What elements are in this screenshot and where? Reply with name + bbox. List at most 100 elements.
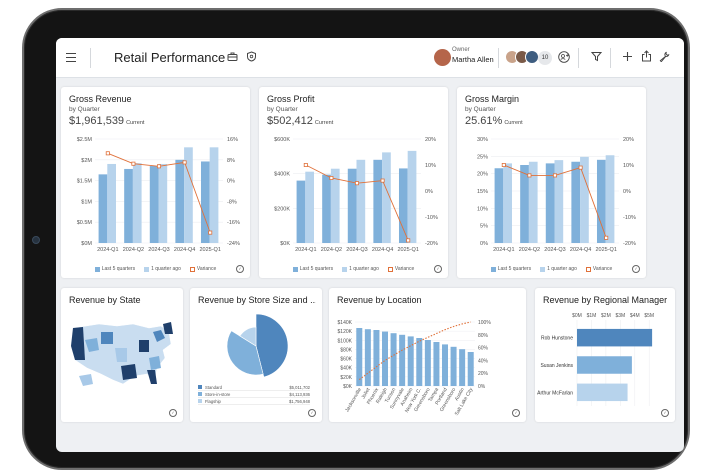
bar — [132, 163, 142, 243]
kpi-value: $1,961,539 Current — [69, 115, 145, 127]
x-tick-label: 2025-Q1 — [199, 247, 220, 253]
y-tick-label: $400K — [274, 172, 290, 178]
certified-icon[interactable]: ✓ — [434, 265, 442, 273]
certified-icon[interactable]: ✓ — [661, 409, 669, 417]
y-tick-label: $20K — [340, 375, 352, 381]
legend-swatch-icon — [144, 266, 150, 272]
y-tick-label: $0.5M — [77, 220, 93, 226]
variance-point — [208, 230, 213, 235]
variance-point — [553, 173, 558, 178]
legend-swatch-icon — [198, 384, 202, 389]
wrench-icon[interactable] — [659, 51, 670, 62]
y2-tick-label: -10% — [425, 215, 438, 221]
card-title: Gross Profit — [267, 94, 315, 104]
legend-swatch-icon — [189, 266, 195, 272]
tablet-frame: Retail Performance Owner Martha Allen 10 — [22, 8, 690, 470]
y2-tick-label: -10% — [623, 215, 636, 221]
certified-icon[interactable]: ✓ — [169, 409, 177, 417]
revenue-by-location-card[interactable]: Revenue by Location $0K $20K $40K $60K $80K $… — [329, 288, 526, 422]
legend-swatch-icon — [585, 266, 591, 272]
y-tick-label: Susan Jenkins — [540, 363, 573, 369]
bar — [322, 174, 331, 243]
bar — [107, 163, 116, 243]
certified-icon[interactable]: ✓ — [308, 409, 316, 417]
variance-point — [157, 164, 162, 169]
bar — [124, 168, 133, 243]
y2-tick-label: 80% — [478, 333, 489, 339]
y2-tick-label: 16% — [227, 137, 238, 143]
pie-legend: Standard $5,011,702 Store-in-store $4,113,… — [198, 384, 310, 405]
pie-slice — [255, 313, 289, 378]
bar — [399, 334, 406, 386]
top-bar: Retail Performance Owner Martha Allen 10 — [56, 38, 684, 78]
collaborator-count[interactable]: 10 — [538, 51, 552, 65]
bar — [347, 168, 357, 243]
bar — [577, 356, 632, 374]
card-subtitle: by Quarter — [465, 106, 496, 113]
x-tick-label: 2024-Q3 — [544, 247, 565, 253]
chart-legend: Last 5 quarters 1 quarter ago Variance — [457, 266, 646, 272]
card-title: Revenue by Regional Manager — [543, 295, 668, 305]
x-tick-label: 2024-Q2 — [123, 247, 144, 253]
y2-tick-label: -16% — [227, 220, 240, 226]
add-user-icon[interactable] — [558, 51, 570, 63]
plus-icon[interactable] — [622, 51, 633, 62]
x-tick-label: 2024-Q4 — [174, 247, 195, 253]
y2-tick-label: -24% — [227, 241, 240, 247]
bar — [364, 329, 371, 386]
bar — [545, 163, 555, 243]
y2-tick-label: 0% — [227, 179, 235, 185]
x-tick-label: 2025-Q1 — [397, 247, 418, 253]
bar — [433, 342, 440, 386]
bar — [467, 352, 474, 386]
legend-swatch-icon — [292, 266, 298, 272]
briefcase-icon[interactable] — [227, 51, 238, 62]
y-tick-label: $2M — [81, 158, 92, 164]
menu-icon[interactable] — [66, 53, 76, 62]
owner-avatar[interactable] — [434, 49, 451, 66]
variance-point — [182, 160, 187, 165]
gross-revenue-card[interactable]: Gross Revenue by Quarter $1,961,539 Curre… — [61, 87, 250, 278]
shield-icon[interactable] — [246, 51, 257, 62]
bar — [577, 328, 653, 347]
gross-margin-card[interactable]: Gross Margin by Quarter 25.61% Current 0%… — [457, 87, 646, 278]
filter-icon[interactable] — [591, 51, 602, 62]
revenue-by-manager-card[interactable]: Revenue by Regional Manager $0M $1M $2M $3M… — [535, 288, 675, 422]
variance-point — [501, 163, 506, 168]
card-title: Revenue by Store Size and ... — [198, 295, 316, 305]
y2-tick-label: 20% — [425, 137, 436, 143]
y-tick-label: 15% — [477, 189, 488, 195]
y2-tick-label: 60% — [478, 346, 489, 352]
bar — [605, 155, 615, 243]
revenue-by-store-card[interactable]: Revenue by Store Size and ... Standard $5… — [190, 288, 322, 422]
variance-point — [355, 181, 360, 186]
bar — [520, 165, 529, 243]
certified-icon[interactable]: ✓ — [512, 409, 520, 417]
app-screen: Retail Performance Owner Martha Allen 10 — [56, 38, 684, 452]
chart-legend: Last 5 quarters 1 quarter ago Variance — [259, 266, 448, 272]
variance-point — [329, 176, 334, 181]
variance-point — [303, 163, 308, 168]
location-chart: $0K $20K $40K $60K $80K $100K $120K $140K 0% 20% 4… — [338, 320, 492, 417]
certified-icon[interactable]: ✓ — [236, 265, 244, 273]
variance-point — [105, 151, 110, 156]
card-subtitle: by Quarter — [69, 106, 100, 113]
revenue-by-state-card[interactable]: Revenue by State ✓ — [61, 288, 183, 422]
y-tick-label: $2.5M — [77, 137, 93, 143]
y2-tick-label: 10% — [425, 163, 436, 169]
divider — [498, 48, 499, 68]
y-tick-label: $0K — [343, 384, 353, 390]
y2-tick-label: -20% — [623, 241, 636, 247]
bar — [442, 344, 448, 386]
map-region — [139, 340, 149, 352]
collaborator-avatar[interactable] — [525, 50, 539, 64]
y2-tick-label: 20% — [478, 371, 489, 377]
variance-point — [604, 235, 609, 240]
share-icon[interactable] — [641, 50, 652, 62]
y-tick-label: Arthur McFarlan — [537, 390, 573, 396]
gross-revenue-chart: $0M $0.5M $1M $1.5M $2M $2.5M -24% -16% -8% 0% 8% 1… — [77, 137, 240, 253]
gross-profit-card[interactable]: Gross Profit by Quarter $502,412 Current … — [259, 87, 448, 278]
bar — [373, 330, 380, 386]
y2-tick-label: 0% — [623, 189, 631, 195]
certified-icon[interactable]: ✓ — [632, 265, 640, 273]
